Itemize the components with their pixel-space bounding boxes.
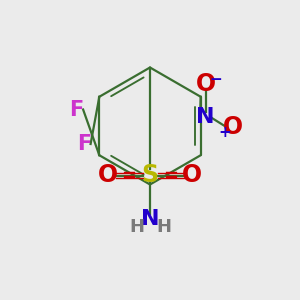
Text: N: N <box>196 107 215 127</box>
Text: F: F <box>77 134 91 154</box>
Text: O: O <box>182 164 202 188</box>
Text: H: H <box>156 218 171 236</box>
Text: −: − <box>209 72 222 87</box>
Text: +: + <box>218 125 231 140</box>
Text: N: N <box>141 209 159 229</box>
Text: H: H <box>129 218 144 236</box>
Text: O: O <box>195 72 216 96</box>
Text: S: S <box>141 164 159 188</box>
Text: O: O <box>222 116 243 140</box>
Text: =: = <box>164 167 178 184</box>
Text: O: O <box>98 164 118 188</box>
Text: =: = <box>122 167 136 184</box>
Text: F: F <box>69 100 84 119</box>
